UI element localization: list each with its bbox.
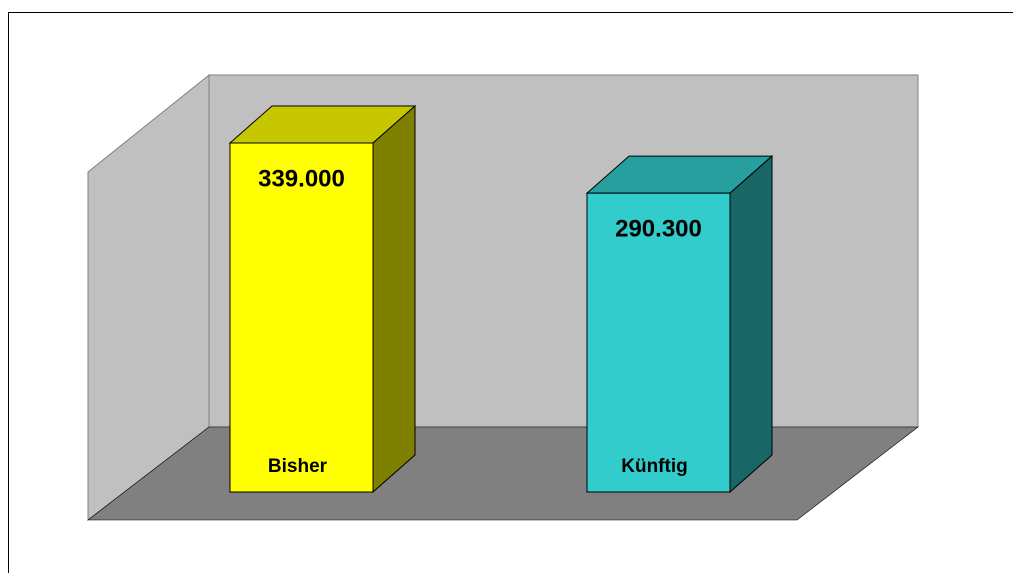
category-label: Bisher [268, 456, 328, 477]
bar-side-shade [372, 104, 416, 494]
floor [87, 426, 919, 521]
category-label: Künftig [621, 456, 687, 477]
bar-side-shade [729, 155, 773, 494]
bar-top [587, 156, 772, 194]
value-label: 290.300 [615, 215, 702, 242]
bar-top [230, 106, 415, 143]
bar [229, 142, 374, 493]
bar [586, 192, 731, 493]
value-label: 339.000 [258, 165, 345, 192]
